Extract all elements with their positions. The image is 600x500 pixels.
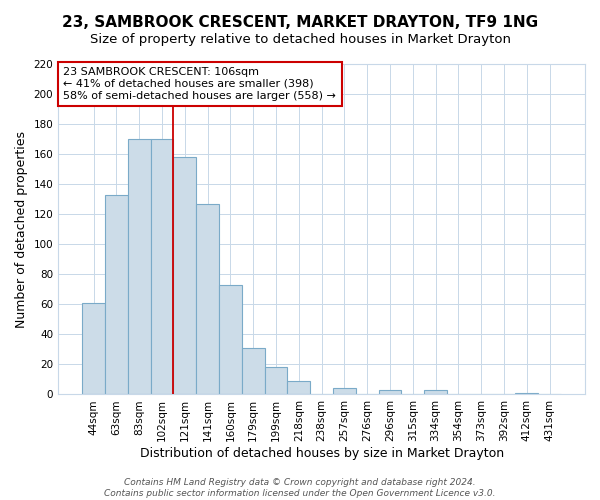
Text: 23 SAMBROOK CRESCENT: 106sqm
← 41% of detached houses are smaller (398)
58% of s: 23 SAMBROOK CRESCENT: 106sqm ← 41% of de… <box>64 68 337 100</box>
Text: Contains HM Land Registry data © Crown copyright and database right 2024.
Contai: Contains HM Land Registry data © Crown c… <box>104 478 496 498</box>
Bar <box>219 285 242 395</box>
Bar <box>173 157 196 394</box>
Bar <box>196 204 219 394</box>
Bar <box>128 139 151 394</box>
Bar <box>105 194 128 394</box>
Bar <box>287 381 310 394</box>
Bar <box>333 388 356 394</box>
Text: 23, SAMBROOK CRESCENT, MARKET DRAYTON, TF9 1NG: 23, SAMBROOK CRESCENT, MARKET DRAYTON, T… <box>62 15 538 30</box>
Bar <box>515 393 538 394</box>
X-axis label: Distribution of detached houses by size in Market Drayton: Distribution of detached houses by size … <box>140 447 503 460</box>
Text: Size of property relative to detached houses in Market Drayton: Size of property relative to detached ho… <box>89 32 511 46</box>
Bar <box>265 368 287 394</box>
Bar <box>242 348 265 395</box>
Bar <box>424 390 447 394</box>
Bar <box>82 303 105 394</box>
Bar <box>379 390 401 394</box>
Y-axis label: Number of detached properties: Number of detached properties <box>15 130 28 328</box>
Bar <box>151 139 173 394</box>
